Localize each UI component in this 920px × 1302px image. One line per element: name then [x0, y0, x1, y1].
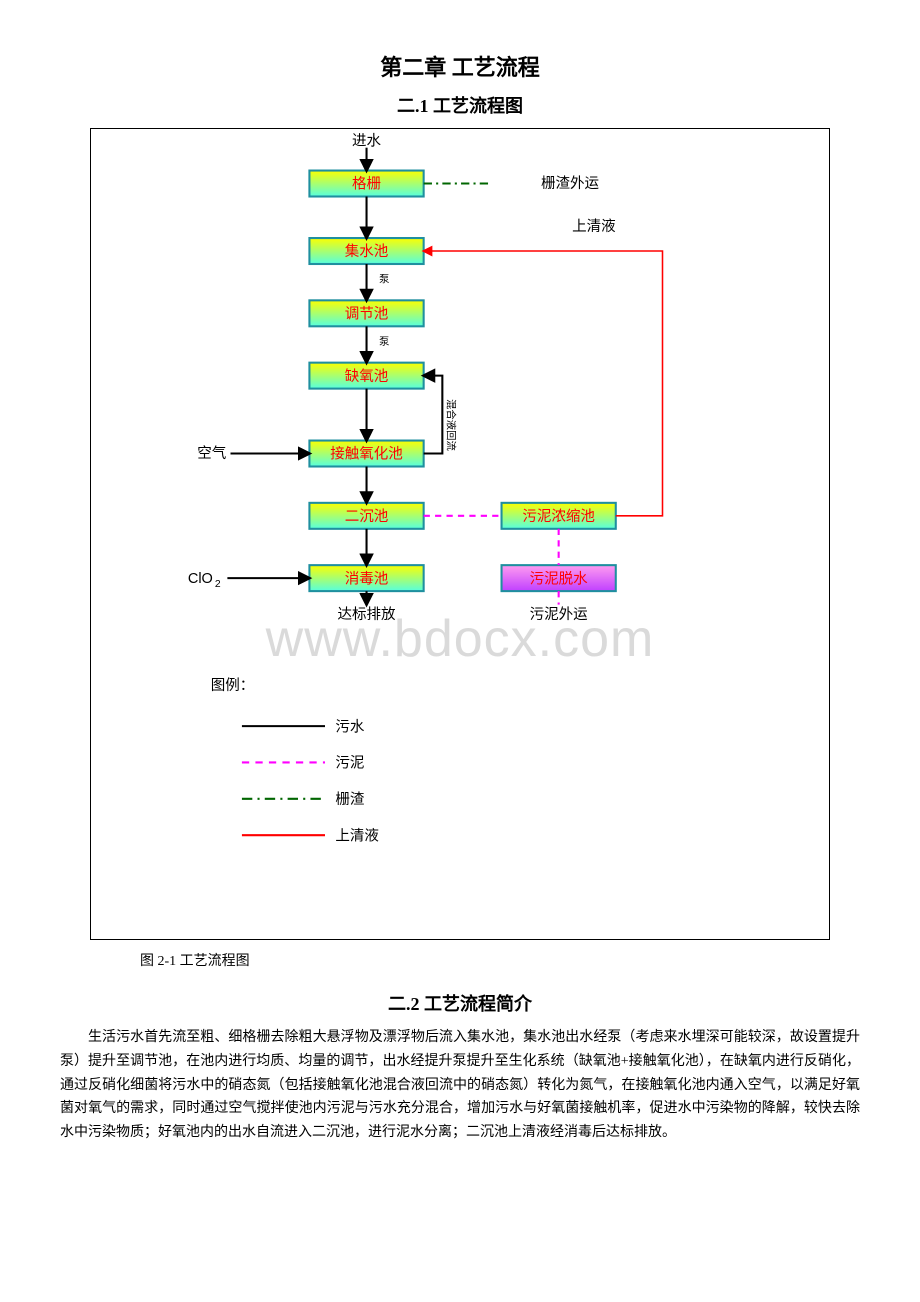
svg-text:调节池: 调节池 [345, 306, 389, 323]
svg-text:缺氧池: 缺氧池 [345, 368, 389, 385]
page-title: 第二章 工艺流程 [60, 50, 860, 82]
svg-text:混合液回流: 混合液回流 [445, 399, 458, 451]
svg-text:泵: 泵 [379, 336, 389, 348]
svg-text:ClO: ClO [188, 571, 213, 587]
svg-text:上清液: 上清液 [335, 827, 379, 844]
svg-text:图例：: 图例： [211, 677, 255, 694]
svg-text:上清液: 上清液 [572, 218, 616, 235]
svg-text:污泥: 污泥 [335, 755, 364, 772]
svg-text:污水: 污水 [335, 718, 365, 735]
flowchart: 进水格栅集水池调节池缺氧池接触氧化池二沉池消毒池 污泥浓缩池污泥脱水达标排放 污泥外… [91, 129, 829, 939]
svg-text:接触氧化池: 接触氧化池 [330, 446, 403, 463]
svg-text:污泥脱水: 污泥脱水 [530, 570, 589, 587]
svg-text:栅渣外运: 栅渣外运 [541, 175, 600, 192]
body-paragraph: 生活污水首先流至粗、细格栅去除粗大悬浮物及漂浮物后流入集水池，集水池出水经泵（考… [60, 1026, 860, 1145]
svg-text:格栅: 格栅 [352, 176, 381, 193]
svg-text:二沉池: 二沉池 [345, 508, 389, 525]
svg-text:泵: 泵 [379, 274, 389, 286]
svg-text:达标排放: 达标排放 [337, 606, 396, 623]
svg-text:集水池: 集水池 [345, 243, 389, 260]
svg-text:空气: 空气 [197, 445, 226, 462]
svg-text:栅渣: 栅渣 [335, 791, 365, 808]
svg-text:进水: 进水 [352, 133, 382, 150]
figure-caption: 图 2-1 工艺流程图 [140, 950, 860, 970]
svg-text:消毒池: 消毒池 [345, 570, 389, 587]
svg-text:2: 2 [215, 579, 221, 590]
section-1-title: 二.1 工艺流程图 [60, 92, 860, 118]
svg-text:污泥外运: 污泥外运 [530, 606, 589, 623]
flowchart-frame: 进水格栅集水池调节池缺氧池接触氧化池二沉池消毒池 污泥浓缩池污泥脱水达标排放 污泥外… [90, 128, 830, 940]
svg-text:污泥浓缩池: 污泥浓缩池 [522, 508, 595, 525]
section-2-title: 二.2 工艺流程简介 [60, 990, 860, 1016]
